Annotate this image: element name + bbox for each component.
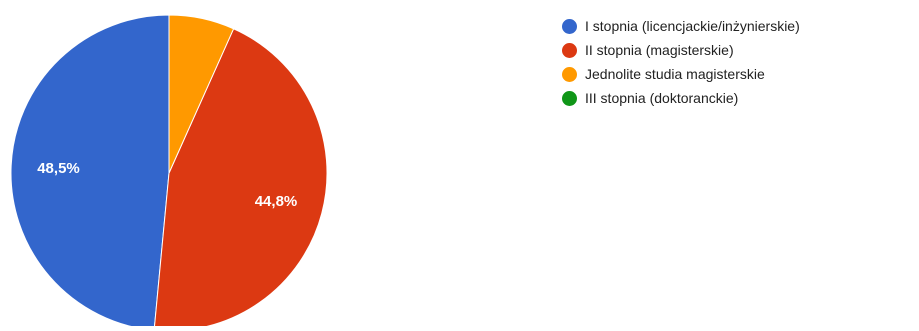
- legend-marker-orange-icon: [562, 66, 577, 82]
- legend-item-second-cycle[interactable]: II stopnia (magisterskie): [562, 38, 800, 62]
- pie-slice-0[interactable]: [10, 14, 170, 331]
- pie-slice-1[interactable]: [153, 28, 328, 331]
- legend-item-uniform-master[interactable]: Jednolite studia magisterskie: [562, 62, 800, 86]
- legend-item-first-cycle[interactable]: I stopnia (licencjackie/inżynierskie): [562, 14, 800, 38]
- legend-marker-blue-icon: [562, 18, 577, 34]
- slice-data-label: 44,8%: [255, 193, 298, 210]
- legend: I stopnia (licencjackie/inżynierskie) II…: [562, 14, 800, 110]
- legend-label: III stopnia (doktoranckie): [585, 90, 739, 106]
- legend-marker-green-icon: [562, 90, 577, 106]
- legend-marker-red-icon: [562, 42, 577, 58]
- legend-item-third-cycle[interactable]: III stopnia (doktoranckie): [562, 86, 800, 110]
- pie-slice-2[interactable]: [168, 14, 235, 174]
- legend-label: II stopnia (magisterskie): [585, 42, 734, 58]
- legend-label: Jednolite studia magisterskie: [585, 66, 765, 82]
- slice-data-label: 48,5%: [37, 160, 80, 177]
- legend-label: I stopnia (licencjackie/inżynierskie): [585, 18, 800, 34]
